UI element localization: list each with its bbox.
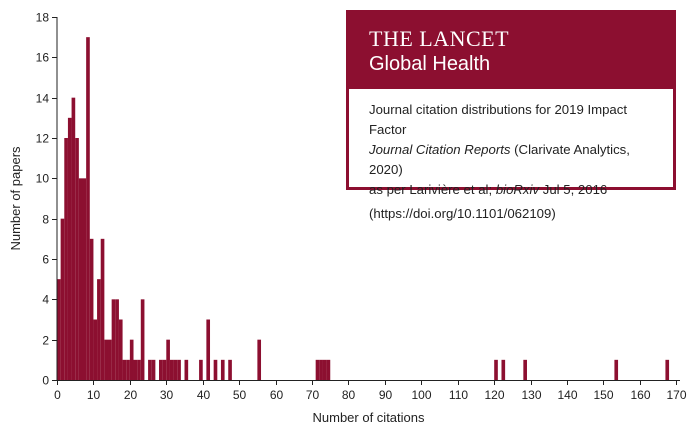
x-tick-label: 90	[379, 388, 393, 402]
histogram-bar	[71, 97, 76, 381]
histogram-bar	[126, 359, 130, 380]
x-tick-label: 150	[593, 388, 613, 402]
x-axis-title: Number of citations	[313, 410, 425, 425]
histogram-bar	[184, 359, 189, 380]
x-tick-label: 50	[233, 388, 247, 402]
y-tick-label: 14	[36, 92, 50, 106]
histogram-bar	[137, 359, 141, 380]
histogram-bar	[82, 178, 87, 380]
caption-line-3: as per Larivière et al; bioRxiv Jul 5, 2…	[369, 182, 608, 197]
histogram-bar	[162, 359, 167, 380]
histogram-bar	[315, 359, 320, 380]
histogram-bar	[133, 359, 138, 380]
histogram-bar	[97, 279, 101, 380]
histogram-bar	[614, 359, 619, 380]
histogram-bar	[140, 299, 145, 380]
x-tick-label: 110	[449, 388, 468, 402]
histogram-bar	[89, 238, 94, 380]
axes-group: 0 2 4 6 8 10 12 14 16 18 0 10 20 30 40 50 60 70 80 90 100 110…	[8, 11, 687, 426]
histogram-bar	[129, 339, 134, 380]
histogram-bar	[100, 238, 105, 380]
histogram-bar	[86, 37, 90, 381]
histogram-bar	[159, 359, 163, 380]
histogram-bar	[64, 138, 68, 380]
histogram-bar	[75, 138, 79, 380]
y-tick-label: 4	[42, 293, 49, 307]
info-caption: Journal citation distributions for 2019 …	[349, 89, 673, 224]
journal-info-box: THE LANCET Global Health Journal citatio…	[346, 10, 676, 221]
x-tick-label: 120	[484, 388, 504, 402]
histogram-bar	[501, 359, 506, 380]
x-tick-label: 70	[306, 388, 320, 402]
histogram-bar	[57, 279, 61, 380]
histogram-bar	[108, 339, 112, 380]
bars-group	[57, 37, 670, 381]
y-tick-label: 0	[42, 374, 49, 388]
histogram-bar	[177, 359, 181, 380]
journal-subtitle: Global Health	[369, 53, 491, 75]
histogram-bar	[199, 359, 203, 380]
y-tick-label: 12	[36, 132, 50, 146]
y-tick-label: 16	[36, 51, 50, 65]
y-tick-label: 10	[36, 172, 50, 186]
histogram-bar	[665, 359, 670, 380]
doi-text: (https://doi.org/10.1101/062109)	[369, 206, 556, 221]
histogram-bar	[257, 339, 262, 380]
histogram-bar	[169, 359, 174, 380]
histogram-bar	[118, 319, 123, 380]
histogram-bar	[213, 359, 218, 380]
x-tick-label: 20	[124, 388, 138, 402]
x-tick-label: 130	[521, 388, 541, 402]
histogram-bar	[148, 359, 152, 380]
journal-logo: THE LANCET Global Health	[349, 13, 673, 89]
histogram-bar	[78, 178, 83, 380]
histogram-bar	[111, 299, 116, 380]
x-tick-label: 30	[160, 388, 174, 402]
histogram-bar	[104, 339, 109, 380]
histogram-bar	[319, 359, 323, 380]
histogram-bar	[326, 359, 331, 380]
x-tick-label: 100	[411, 388, 431, 402]
x-tick-label: 160	[630, 388, 650, 402]
histogram-bar	[523, 359, 527, 380]
histogram-bar	[93, 319, 98, 380]
histogram-bar	[173, 359, 178, 380]
histogram-bar	[322, 359, 327, 380]
histogram-bar	[60, 218, 65, 380]
histogram-bar	[206, 319, 211, 380]
x-tick-label: 40	[197, 388, 211, 402]
y-tick-label: 8	[42, 213, 49, 227]
caption-line-2: Journal Citation Reports (Clarivate Anal…	[369, 142, 630, 177]
histogram-bar	[166, 339, 170, 380]
caption-line-1: Journal citation distributions for 2019 …	[369, 102, 628, 137]
histogram-bar	[115, 299, 119, 380]
y-tick-label: 18	[36, 11, 50, 25]
x-tick-label: 140	[557, 388, 577, 402]
y-axis-title: Number of papers	[8, 146, 23, 251]
journal-title: THE LANCET	[369, 26, 510, 51]
x-tick-label: 80	[342, 388, 356, 402]
histogram-bar	[494, 359, 498, 380]
histogram-bar	[67, 117, 72, 380]
x-tick-label: 0	[54, 388, 61, 402]
y-tick-label: 6	[42, 253, 49, 267]
x-tick-label: 10	[87, 388, 101, 402]
histogram-bar	[151, 359, 156, 380]
histogram-bar	[122, 359, 127, 380]
x-tick-label: 60	[270, 388, 284, 402]
histogram-bar	[228, 359, 232, 380]
histogram-bar	[220, 359, 225, 380]
x-tick-label: 170	[666, 388, 686, 402]
y-tick-label: 2	[42, 334, 49, 348]
